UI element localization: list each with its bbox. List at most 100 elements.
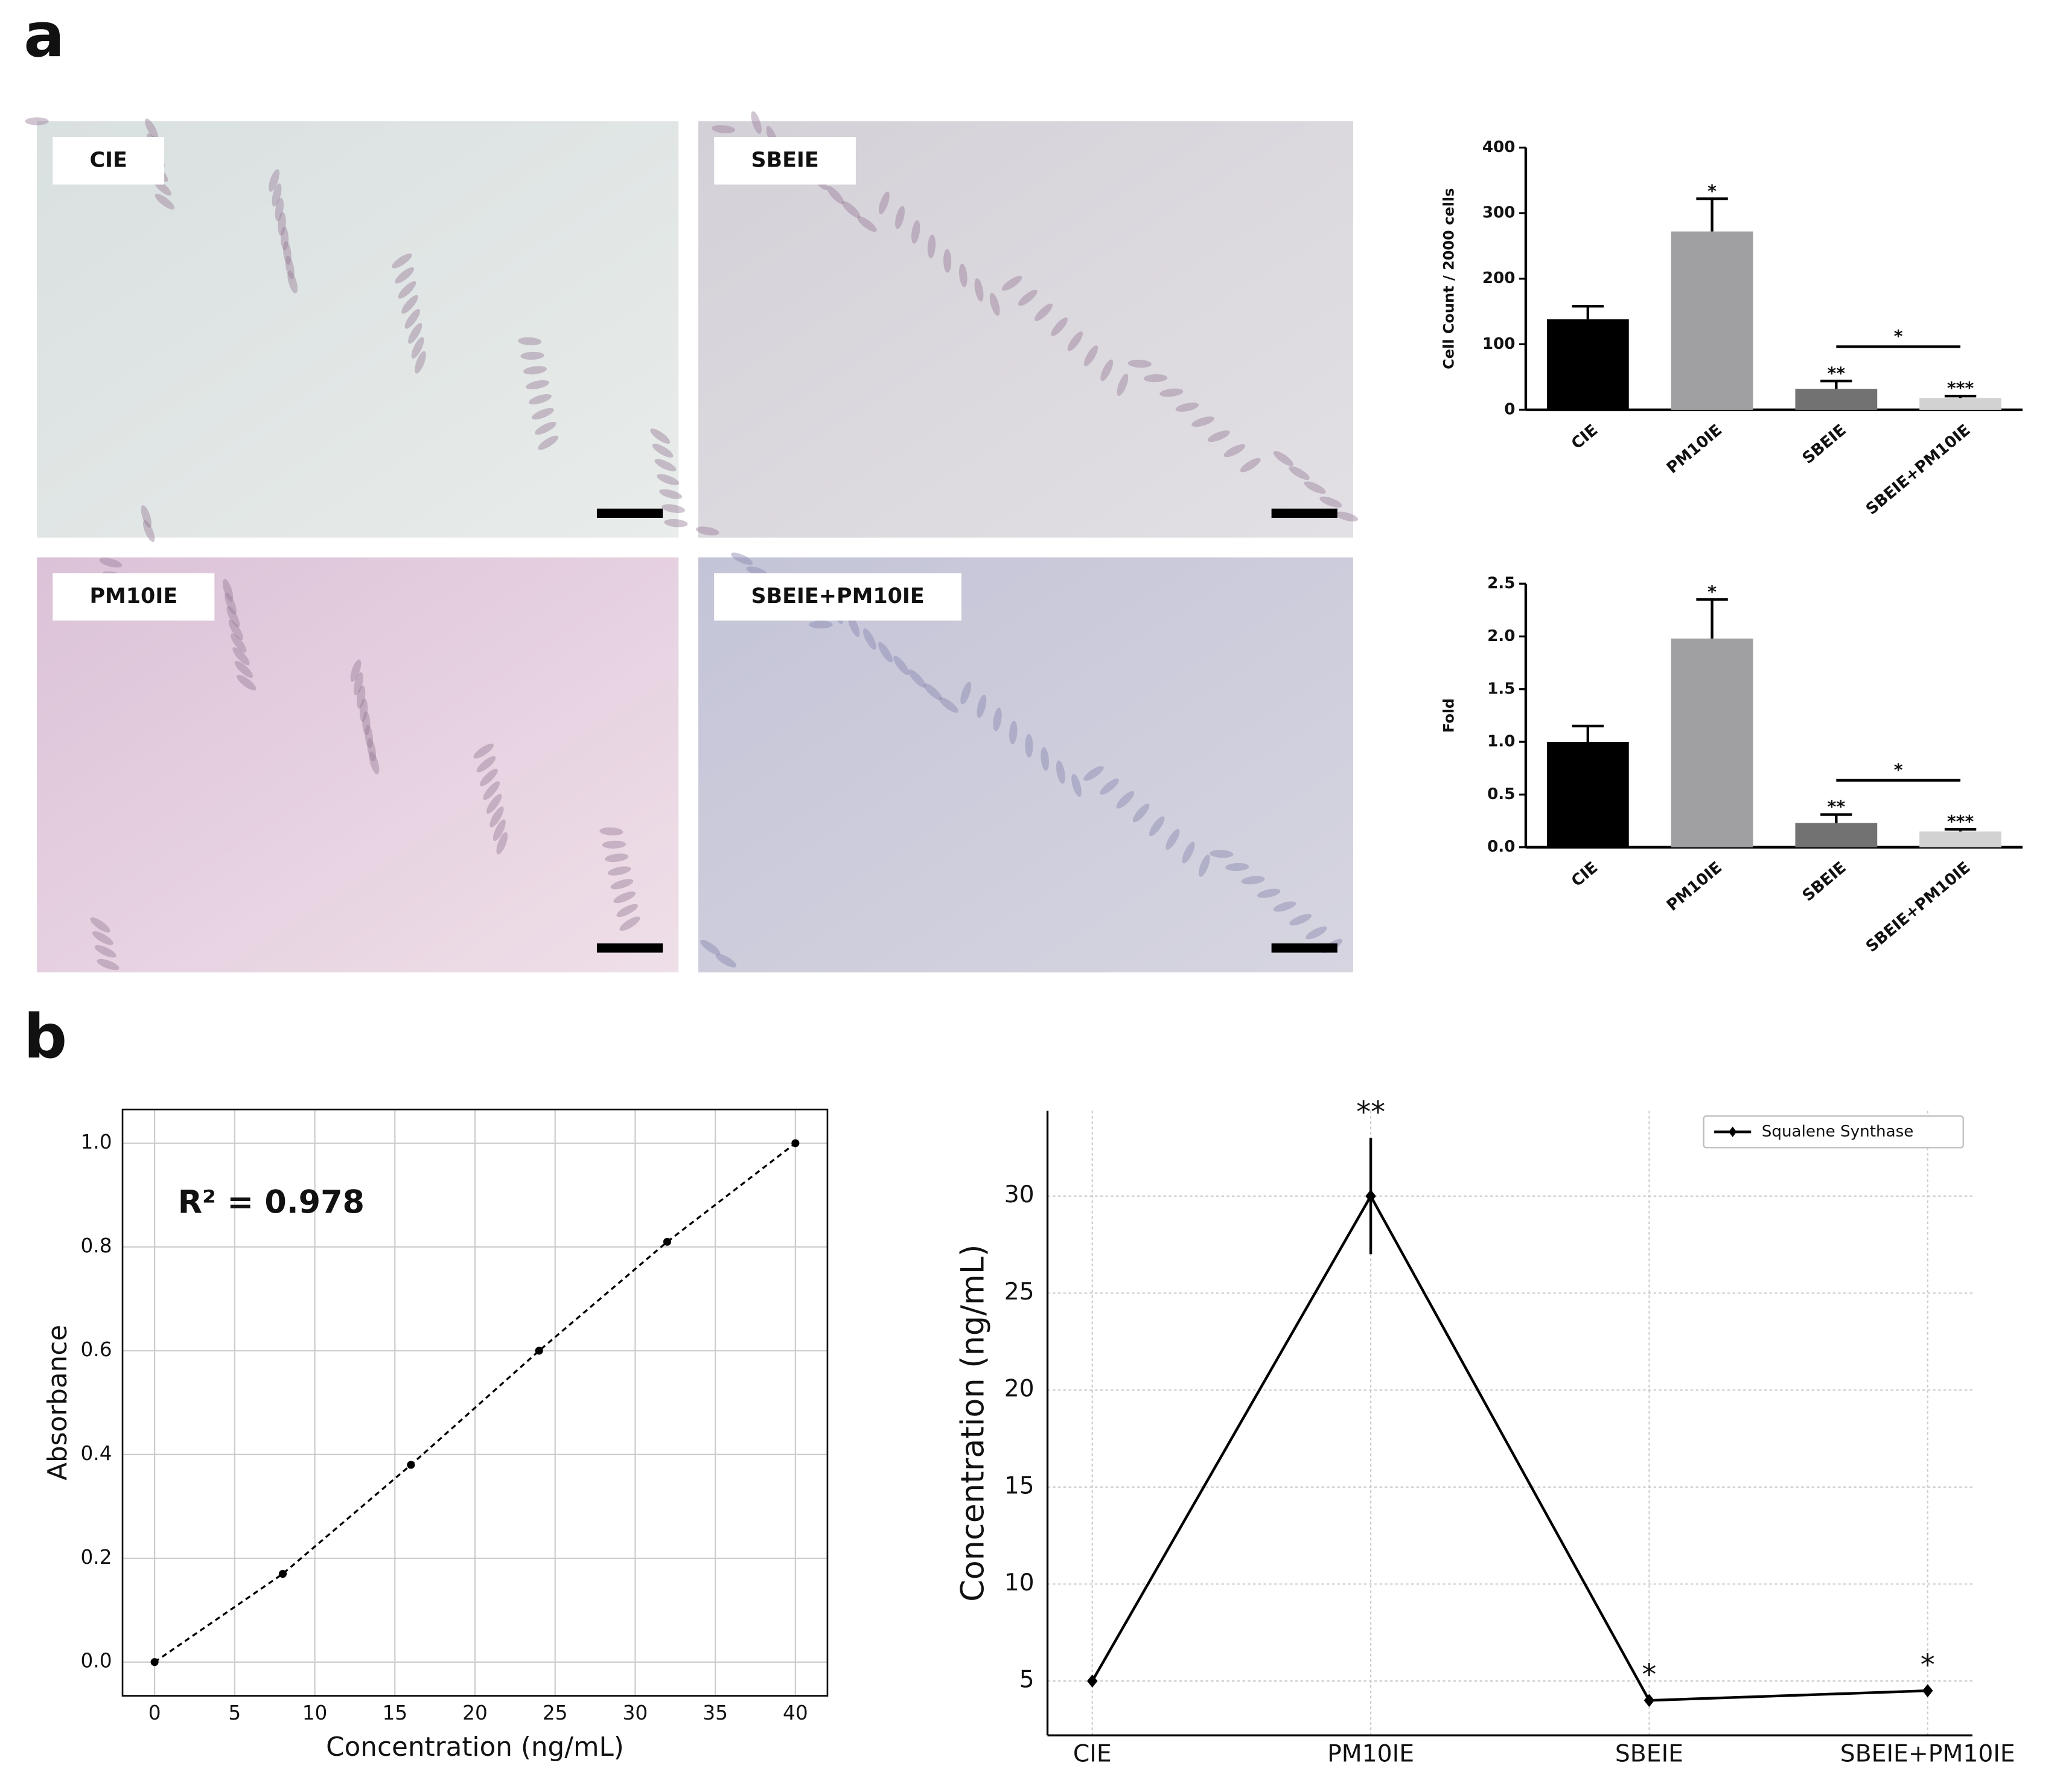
cell — [700, 940, 721, 955]
cell — [1051, 317, 1068, 336]
cell — [1319, 496, 1342, 508]
legend-marker — [1729, 1126, 1737, 1137]
cell — [92, 931, 113, 945]
significance: * — [1707, 181, 1717, 201]
cell — [841, 201, 861, 218]
cell — [222, 579, 234, 602]
cell — [523, 366, 547, 375]
point — [791, 1139, 800, 1147]
cell — [893, 655, 910, 675]
x-tick-label: PM10IE — [1327, 1740, 1414, 1767]
panel-label: a — [24, 0, 65, 71]
cell — [1273, 901, 1296, 912]
y-axis-label: Cell Count / 2000 cells — [1440, 188, 1457, 369]
cell — [1182, 841, 1195, 864]
cell — [362, 711, 371, 736]
cell — [408, 323, 422, 344]
y-axis-label: Fold — [1440, 698, 1457, 733]
legend-label: Squalene Synthase — [1762, 1123, 1914, 1141]
cell — [1207, 430, 1230, 442]
label-box — [53, 137, 165, 185]
cell — [99, 558, 123, 568]
bracket-label: * — [1894, 760, 1903, 780]
bar — [1671, 638, 1753, 847]
cell — [1100, 778, 1119, 795]
cell — [960, 681, 972, 705]
cell — [1304, 481, 1326, 494]
y-tick-label: 0.0 — [1487, 838, 1515, 856]
y-tick-label: 30 — [1004, 1181, 1035, 1208]
cell — [225, 592, 237, 615]
cell — [711, 125, 736, 133]
point — [407, 1461, 415, 1469]
cell — [230, 633, 247, 653]
y-tick-label: 1.0 — [1487, 733, 1515, 751]
cell — [142, 520, 155, 543]
cell — [1018, 290, 1038, 306]
x-tick-label: 35 — [703, 1701, 728, 1724]
micrograph-label: SBEIE+PM10IE — [751, 584, 924, 608]
significance: ** — [1356, 1095, 1385, 1129]
y-tick-label: 300 — [1482, 204, 1516, 222]
x-tick-label: PM10IE — [1663, 858, 1726, 914]
x-tick-label: 0 — [148, 1701, 161, 1724]
cell — [878, 642, 893, 663]
cell — [350, 659, 362, 682]
cell — [1257, 888, 1281, 898]
cell — [659, 489, 683, 499]
cell — [695, 526, 719, 536]
x-axis-label: Concentration (ng/mL) — [326, 1732, 624, 1762]
cell — [977, 695, 987, 718]
cell — [974, 278, 984, 302]
cell — [141, 505, 152, 528]
cell — [1191, 416, 1214, 427]
cell — [228, 619, 243, 640]
cell — [613, 891, 636, 904]
y-tick-label: 25 — [1004, 1278, 1035, 1306]
series-line — [1091, 1193, 1928, 1702]
annotation: R² = 0.978 — [178, 1184, 365, 1220]
cell — [234, 660, 253, 678]
cell — [751, 111, 762, 134]
cell — [650, 429, 671, 444]
scale-bar — [1271, 508, 1337, 518]
cell — [145, 118, 158, 140]
micrograph-label: CIE — [89, 148, 127, 172]
cell — [908, 669, 926, 688]
cell — [489, 806, 504, 827]
cell — [619, 916, 640, 931]
y-tick-label: 0.6 — [80, 1338, 112, 1361]
bar — [1919, 398, 2001, 410]
significance: ** — [1827, 797, 1845, 817]
cell — [1306, 926, 1327, 940]
cell — [25, 117, 49, 126]
cell — [943, 249, 952, 273]
x-tick-label: CIE — [1568, 858, 1601, 890]
cell — [607, 866, 631, 876]
label-box — [714, 573, 961, 621]
x-tick-label: CIE — [1568, 421, 1601, 453]
cell — [1240, 458, 1261, 473]
y-tick-label: 2.5 — [1487, 575, 1515, 593]
cell — [1198, 854, 1210, 877]
y-tick-label: 400 — [1482, 138, 1516, 156]
cell — [1056, 760, 1065, 784]
cell — [94, 945, 116, 958]
y-tick-label: 0 — [1504, 400, 1515, 418]
y-tick-label: 100 — [1482, 335, 1516, 353]
x-tick-label: 30 — [623, 1701, 648, 1724]
cell — [353, 672, 363, 696]
cell — [90, 917, 110, 933]
cell — [662, 504, 685, 513]
y-tick-label: 20 — [1004, 1376, 1035, 1403]
scale-bar — [596, 943, 663, 953]
cell — [1100, 359, 1114, 381]
cell — [1117, 373, 1129, 396]
y-tick-label: 0.2 — [80, 1546, 112, 1569]
y-tick-label: 0.0 — [80, 1650, 112, 1672]
cell — [269, 169, 279, 192]
cell — [398, 281, 416, 299]
cell — [1083, 766, 1104, 781]
bar — [1795, 823, 1878, 847]
cell — [605, 853, 629, 863]
